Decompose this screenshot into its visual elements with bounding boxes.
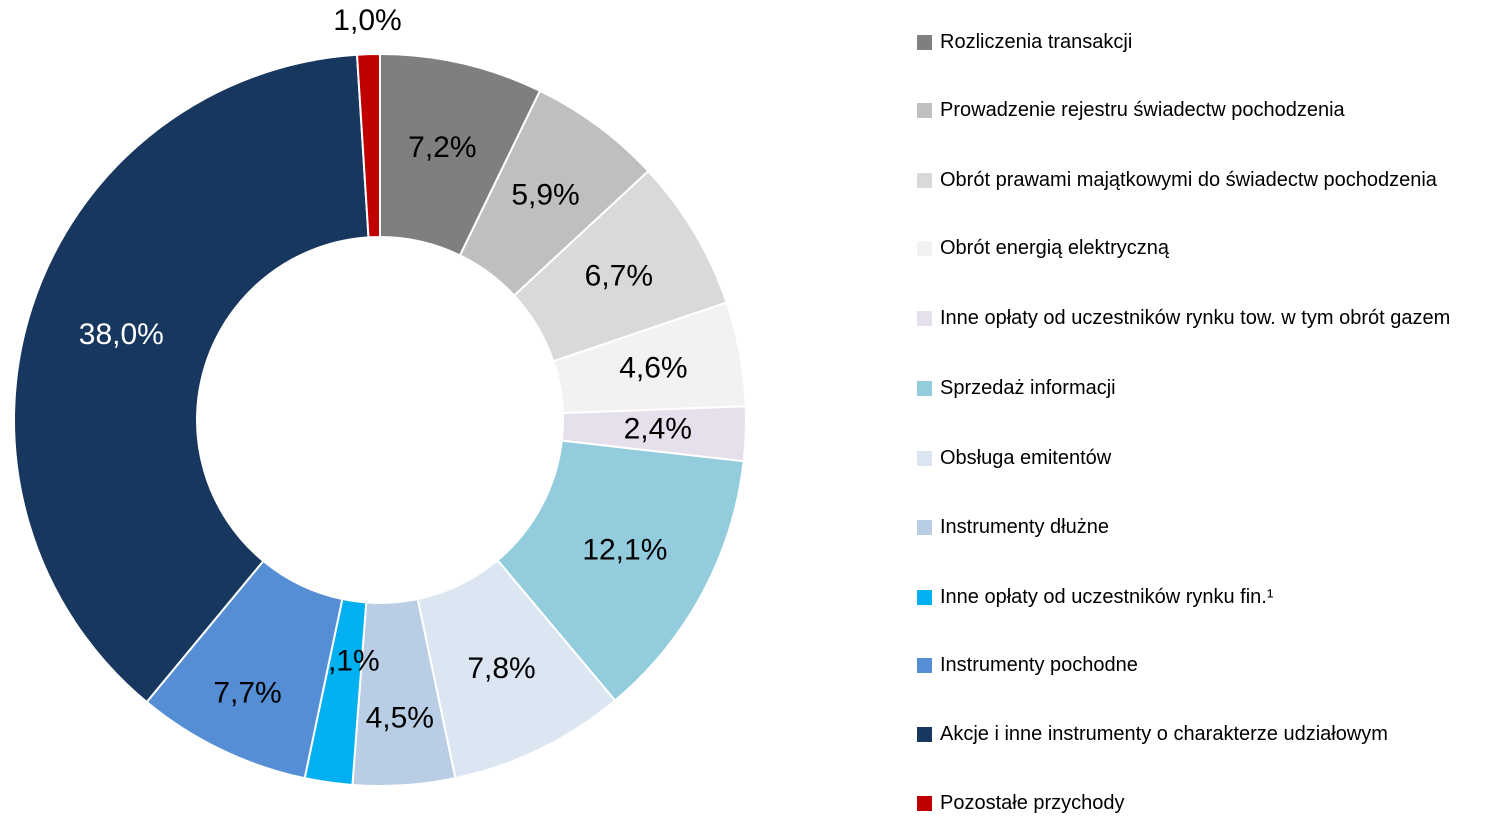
data-label: 38,0% <box>79 318 164 351</box>
legend-item: Akcje i inne instrumenty o charakterze u… <box>917 718 1497 750</box>
legend-label: Instrumenty dłużne <box>940 516 1109 538</box>
legend-item: Prowadzenie rejestru świadectw pochodzen… <box>917 94 1477 126</box>
legend-swatch <box>917 727 932 742</box>
data-label: 2,4% <box>624 412 692 445</box>
legend-swatch <box>917 658 932 673</box>
legend-swatch <box>917 590 932 605</box>
data-label: 6,7% <box>585 260 653 293</box>
data-label: 5,9% <box>511 179 579 212</box>
legend-swatch <box>917 241 932 256</box>
slice <box>13 53 370 704</box>
legend-label: Obrót prawami majątkowymi do świadectw p… <box>940 169 1437 191</box>
slice <box>496 439 745 702</box>
legend-label: Rozliczenia transakcji <box>940 31 1133 53</box>
legend-label: Akcje i inne instrumenty o charakterze u… <box>940 723 1388 745</box>
legend-swatch <box>917 103 932 118</box>
legend-swatch <box>917 173 932 188</box>
legend-swatch <box>917 451 932 466</box>
legend-label: Prowadzenie rejestru świadectw pochodzen… <box>940 99 1345 121</box>
legend-item: Obsługa emitentów <box>917 442 1477 474</box>
legend-item: Inne opłaty od uczestników rynku fin.¹ <box>917 581 1477 613</box>
legend-swatch <box>917 796 932 811</box>
legend-label: Obrót energią elektryczną <box>940 237 1170 259</box>
data-label: 7,8% <box>467 652 535 685</box>
legend-item: Rozliczenia transakcji <box>917 26 1477 58</box>
data-label: 4,5% <box>366 701 434 734</box>
legend-item: Obrót prawami majątkowymi do świadectw p… <box>917 164 1437 196</box>
data-label: 1,0% <box>333 4 401 37</box>
legend-item: Obrót energią elektryczną <box>917 232 1477 264</box>
legend-item: Instrumenty pochodne <box>917 649 1477 681</box>
legend-item: Instrumenty dłużne <box>917 511 1477 543</box>
legend-label: Pozostałe przychody <box>940 792 1125 814</box>
data-label: 4,6% <box>619 352 687 385</box>
legend-item: Pozostałe przychody <box>917 787 1477 819</box>
data-label: 7,2% <box>408 131 476 164</box>
legend-label: Inne opłaty od uczestników rynku fin.¹ <box>940 586 1274 608</box>
data-label: 12,1% <box>582 534 667 567</box>
chart: 7,2%5,9%6,7%4,6%2,4%12,1%7,8%4,5%2,1%7,7… <box>13 4 747 787</box>
legend-swatch <box>917 311 932 326</box>
legend-label: Sprzedaż informacji <box>940 377 1116 399</box>
legend-swatch <box>917 520 932 535</box>
data-label: 7,7% <box>213 677 281 710</box>
legend-item: Sprzedaż informacji <box>917 372 1477 404</box>
legend-item: Inne opłaty od uczestników rynku tow. w … <box>917 302 1487 334</box>
legend-label: Instrumenty pochodne <box>940 654 1138 676</box>
legend-label: Inne opłaty od uczestników rynku tow. w … <box>940 307 1451 329</box>
legend-label: Obsługa emitentów <box>940 447 1112 469</box>
legend-swatch <box>917 381 932 396</box>
slice <box>355 52 381 239</box>
legend-swatch <box>917 35 932 50</box>
